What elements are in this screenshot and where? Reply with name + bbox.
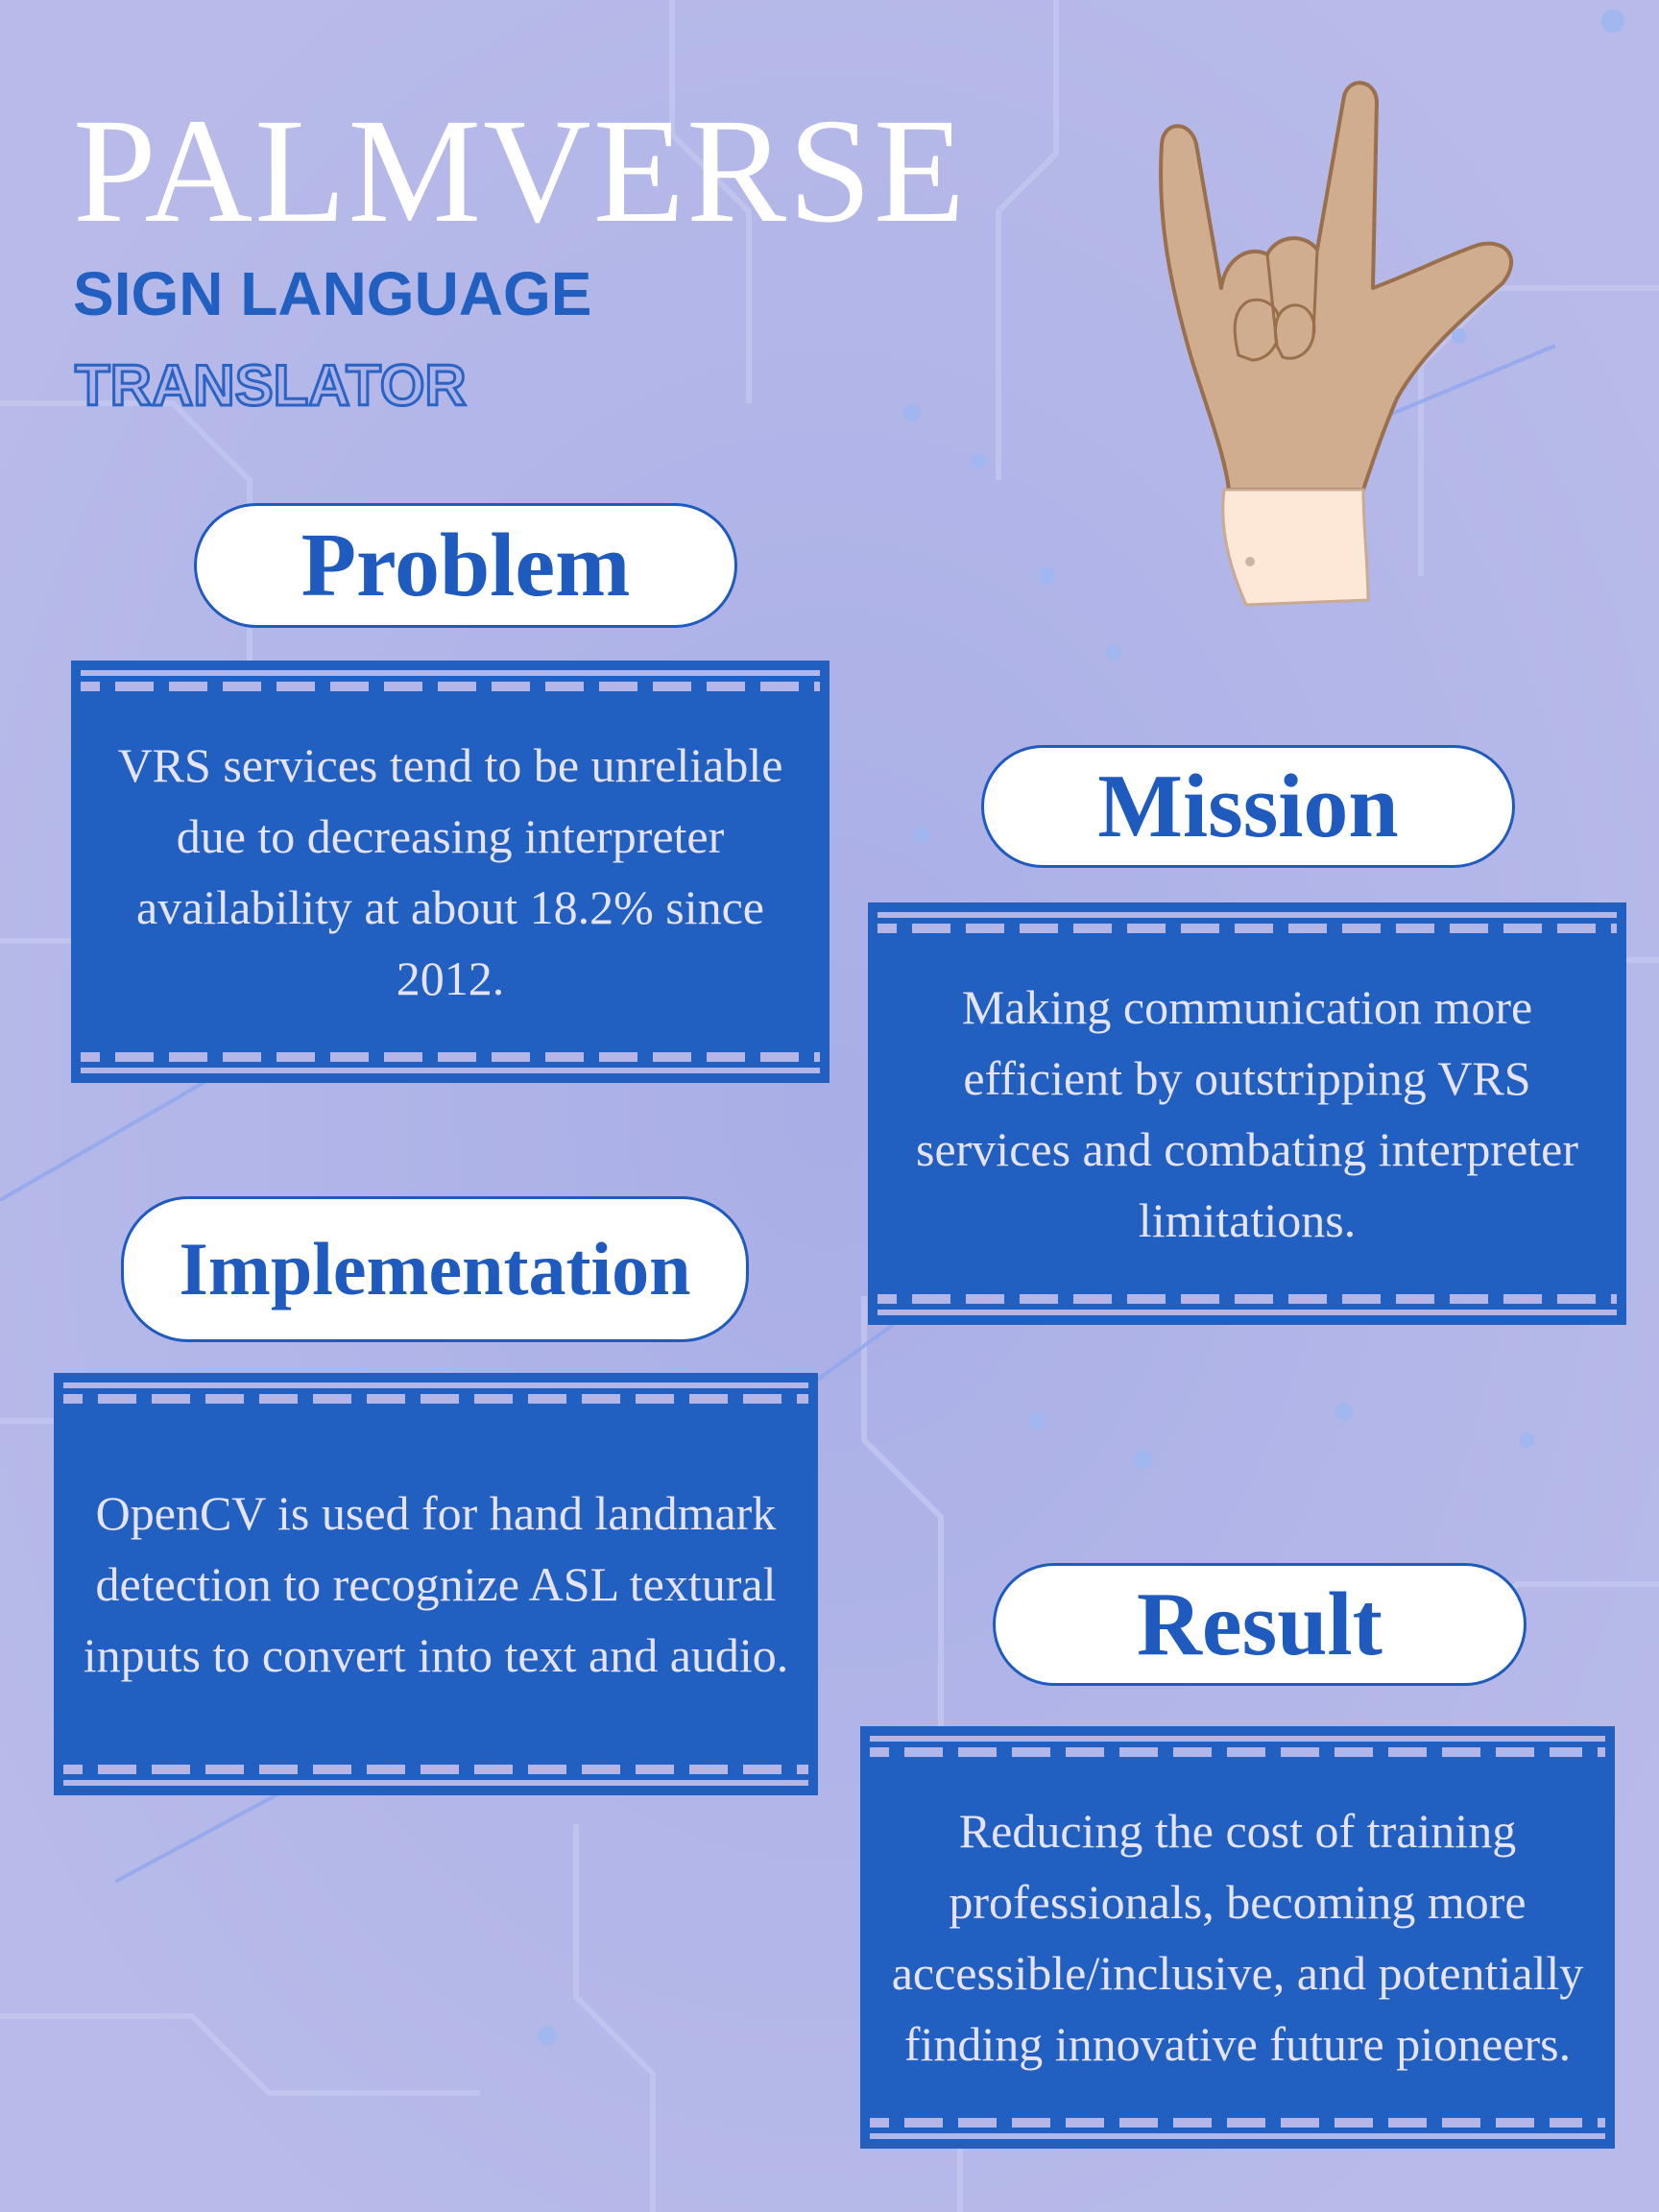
problem-text: VRS services tend to be unreliable due t… bbox=[117, 738, 783, 1005]
page-subtitle: SIGN LANGUAGE bbox=[73, 259, 592, 328]
page-title: PALMVERSE bbox=[73, 87, 968, 253]
page-outline-subtitle: TRANSLATOR bbox=[74, 353, 469, 418]
result-text: Reducing the cost of training profession… bbox=[891, 1804, 1584, 2071]
implementation-heading: Implementation bbox=[121, 1196, 749, 1342]
result-card: Reducing the cost of training profession… bbox=[860, 1726, 1615, 2149]
problem-card-frame bbox=[71, 661, 830, 1083]
hand-sign-icon bbox=[1133, 67, 1536, 624]
result-card-frame bbox=[860, 1726, 1615, 2149]
mission-heading: Mission bbox=[981, 745, 1515, 868]
problem-heading: Problem bbox=[194, 503, 737, 628]
mission-text: Making communication more efficient by o… bbox=[916, 980, 1578, 1247]
mission-card: Making communication more efficient by o… bbox=[868, 902, 1626, 1325]
result-heading: Result bbox=[993, 1563, 1527, 1686]
problem-card: VRS services tend to be unreliable due t… bbox=[71, 661, 830, 1083]
implementation-text: OpenCV is used for hand landmark detecti… bbox=[83, 1486, 789, 1682]
implementation-card-frame bbox=[54, 1373, 818, 1795]
implementation-card: OpenCV is used for hand landmark detecti… bbox=[54, 1373, 818, 1795]
mission-card-frame bbox=[868, 902, 1626, 1325]
